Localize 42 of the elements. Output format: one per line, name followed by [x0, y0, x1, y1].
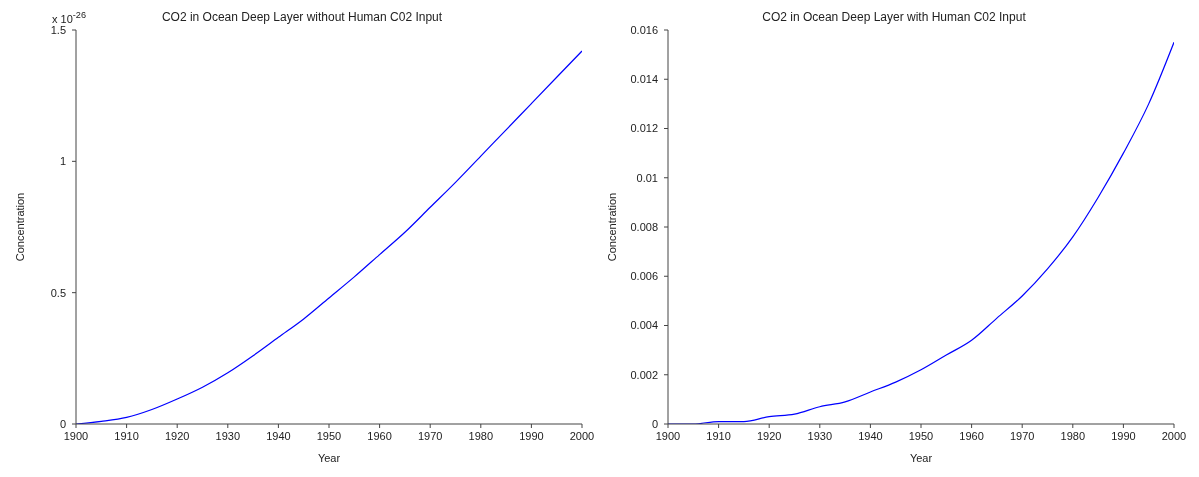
y-tick-label: 0 [59, 417, 66, 430]
x-tick-label: 1900 [63, 429, 89, 442]
x-axis-title: Year [317, 452, 341, 464]
y-tick-label: 0 [651, 417, 658, 430]
x-tick-label: 1990 [519, 429, 544, 442]
y-tick-label: 0.014 [630, 73, 658, 86]
y-tick-label: 1 [59, 155, 66, 168]
x-tick-label: 1910 [114, 429, 139, 442]
y-tick-label: 0.006 [630, 270, 658, 283]
chart-title: CO2 in Ocean Deep Layer without Human C02 Input [161, 10, 443, 24]
y-axis-title: Concentration [605, 192, 618, 262]
x-tick-label: 1950 [316, 429, 342, 442]
x-tick-label: 1900 [655, 429, 681, 442]
x-tick-label: 1910 [706, 429, 731, 442]
x-tick-label: 1930 [215, 429, 241, 442]
x-tick-label: 1990 [1111, 429, 1136, 442]
y-tick-label: 0.01 [636, 171, 658, 184]
x-tick-label: 2000 [1161, 429, 1187, 442]
x-tick-label: 2000 [569, 429, 595, 442]
y-tick-label: 0.004 [630, 319, 658, 332]
y-tick-label: 0.012 [630, 122, 658, 135]
x-tick-label: 1970 [1009, 429, 1035, 442]
x-tick-label: 1940 [858, 429, 883, 442]
text: x 10$^{-26}$ [52, 10, 87, 25]
x-tick-label: 1980 [1060, 429, 1086, 442]
y-tick-label: 0.016 [630, 23, 658, 36]
x-tick-label: 1960 [959, 429, 984, 442]
x-tick-label: 1940 [266, 429, 291, 442]
x-tick-label: 1960 [367, 429, 392, 442]
chart-title: CO2 in Ocean Deep Layer with Human C02 Input [761, 10, 1027, 24]
y-tick-label: 0.008 [630, 220, 658, 233]
x-tick-label: 1920 [164, 429, 190, 442]
x-tick-label: 1950 [908, 429, 934, 442]
x-axis-title: Year [909, 452, 933, 464]
x-tick-label: 1970 [417, 429, 443, 442]
y-tick-label: 0.002 [630, 368, 658, 381]
y-axis-title: Concentration [13, 192, 26, 262]
x-tick-label: 1920 [756, 429, 782, 442]
x-tick-label: 1930 [807, 429, 833, 442]
y-tick-label: 1.5 [50, 23, 66, 36]
y-tick-label: 0.5 [50, 286, 66, 299]
x-tick-label: 1980 [468, 429, 494, 442]
